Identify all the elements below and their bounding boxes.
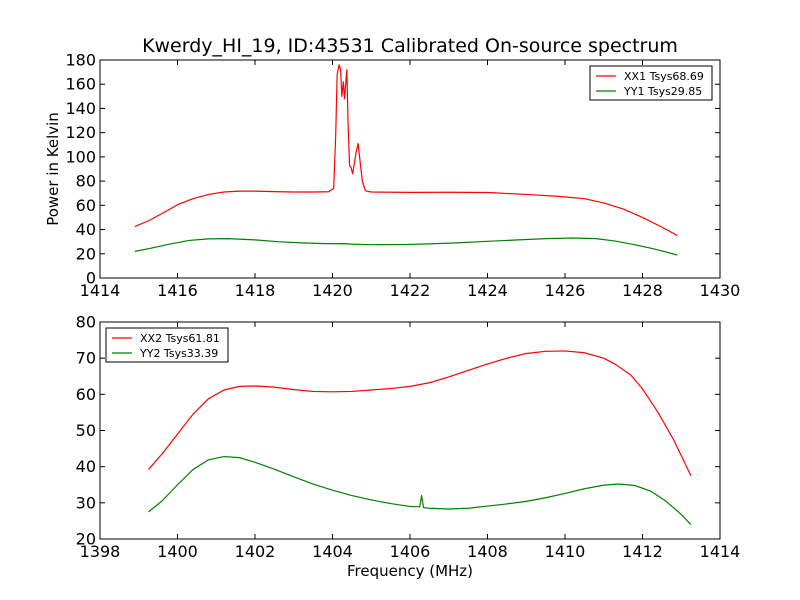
bottom-x-tick-label: 1412 <box>622 542 663 561</box>
top-y-axis-label: Power in Kelvin <box>44 112 62 226</box>
top-series-line-1 <box>134 64 678 237</box>
top-y-tick-label: 120 <box>65 123 96 142</box>
top-legend-entry-1: XX1 Tsys68.69 <box>624 70 704 83</box>
top-x-tick-label: 1418 <box>235 281 276 300</box>
top-legend: XX1 Tsys68.69 YY1 Tsys29.85 <box>589 65 713 101</box>
top-x-tick-label: 1420 <box>312 281 353 300</box>
bottom-y-tick-label: 20 <box>76 530 96 549</box>
top-x-tick-label: 1422 <box>390 281 431 300</box>
bottom-series-line-2 <box>148 455 692 525</box>
top-series-line-2 <box>134 237 678 256</box>
top-x-tick-label: 1416 <box>157 281 198 300</box>
top-y-tick-label: 20 <box>76 244 96 263</box>
bottom-x-tick-label: 1404 <box>312 542 353 561</box>
bottom-x-tick-label: 1398 <box>80 542 121 561</box>
top-y-tick-label: 40 <box>76 220 96 239</box>
top-y-tick-label: 60 <box>76 196 96 215</box>
bottom-plot-panel: 1398 1400 1402 1404 1406 1408 1410 1412 1414 20 30… <box>76 313 741 562</box>
bottom-series-line-1 <box>147 350 692 476</box>
top-legend-entry-2: YY1 Tsys29.85 <box>623 85 702 98</box>
bottom-x-tick-label: 1400 <box>157 542 198 561</box>
bottom-y-tick-label: 60 <box>76 385 96 404</box>
top-y-tick-label: 160 <box>65 75 96 94</box>
top-y-tick-label: 180 <box>65 51 96 70</box>
bottom-legend-box <box>105 327 229 363</box>
top-y-tick-label: 0 <box>86 269 96 288</box>
bottom-y-tick-label: 30 <box>76 493 96 512</box>
bottom-x-axis-label: Frequency (MHz) <box>347 562 473 580</box>
top-x-tick-label: 1424 <box>467 281 508 300</box>
bottom-legend-entry-2: YY2 Tsys33.39 <box>139 347 218 360</box>
top-x-tick-label: 1414 <box>80 281 121 300</box>
top-y-tick-label: 100 <box>65 147 96 166</box>
top-y-tick-label: 140 <box>65 99 96 118</box>
top-x-tick-label: 1426 <box>545 281 586 300</box>
top-legend-box <box>589 65 713 101</box>
bottom-x-tick-label: 1408 <box>467 542 508 561</box>
bottom-x-tick-label: 1406 <box>390 542 431 561</box>
bottom-x-tick-label: 1402 <box>235 542 276 561</box>
bottom-y-tick-label: 80 <box>76 313 96 332</box>
bottom-x-tick-label: 1414 <box>700 542 741 561</box>
chart-title: Kwerdy_HI_19, ID:43531 Calibrated On-sou… <box>142 35 678 57</box>
top-y-tick-label: 80 <box>76 172 96 191</box>
bottom-y-tick-label: 70 <box>76 349 96 368</box>
top-plot-panel: 1414 1416 1418 1420 1422 1424 1426 1428 1430 0 20 4… <box>65 51 740 301</box>
top-x-tick-label: 1430 <box>700 281 741 300</box>
bottom-y-tick-label: 50 <box>76 421 96 440</box>
bottom-x-tick-label: 1410 <box>545 542 586 561</box>
bottom-y-tick-label: 40 <box>76 457 96 476</box>
bottom-legend-entry-1: XX2 Tsys61.81 <box>140 332 220 345</box>
top-x-tick-label: 1428 <box>622 281 663 300</box>
bottom-legend: XX2 Tsys61.81 YY2 Tsys33.39 <box>105 327 229 363</box>
